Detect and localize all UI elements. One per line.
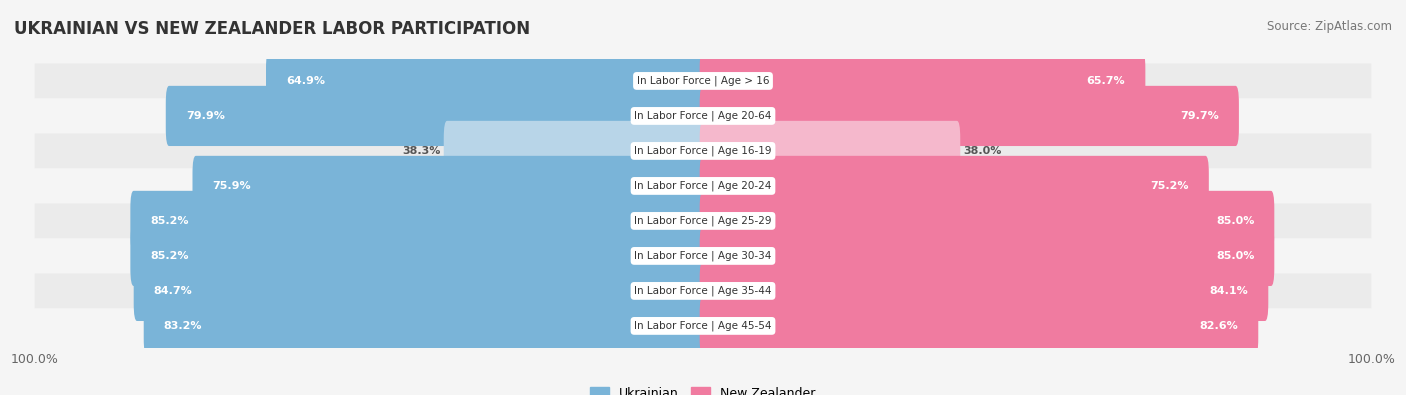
FancyBboxPatch shape <box>35 64 1371 98</box>
FancyBboxPatch shape <box>700 191 1274 251</box>
FancyBboxPatch shape <box>700 51 1146 111</box>
FancyBboxPatch shape <box>266 51 706 111</box>
FancyBboxPatch shape <box>35 134 1371 168</box>
FancyBboxPatch shape <box>193 156 706 216</box>
Text: In Labor Force | Age 20-24: In Labor Force | Age 20-24 <box>634 181 772 191</box>
FancyBboxPatch shape <box>35 98 1371 134</box>
Text: 84.1%: 84.1% <box>1209 286 1249 296</box>
Text: 85.0%: 85.0% <box>1216 216 1254 226</box>
Text: In Labor Force | Age 20-64: In Labor Force | Age 20-64 <box>634 111 772 121</box>
Text: In Labor Force | Age > 16: In Labor Force | Age > 16 <box>637 76 769 86</box>
FancyBboxPatch shape <box>131 191 706 251</box>
Text: 64.9%: 64.9% <box>285 76 325 86</box>
FancyBboxPatch shape <box>35 308 1371 343</box>
FancyBboxPatch shape <box>700 261 1268 321</box>
FancyBboxPatch shape <box>134 261 706 321</box>
Text: In Labor Force | Age 30-34: In Labor Force | Age 30-34 <box>634 251 772 261</box>
FancyBboxPatch shape <box>700 86 1239 146</box>
FancyBboxPatch shape <box>700 226 1274 286</box>
Text: Source: ZipAtlas.com: Source: ZipAtlas.com <box>1267 20 1392 33</box>
FancyBboxPatch shape <box>700 156 1209 216</box>
FancyBboxPatch shape <box>35 239 1371 273</box>
FancyBboxPatch shape <box>700 121 960 181</box>
Text: 65.7%: 65.7% <box>1087 76 1125 86</box>
Text: In Labor Force | Age 25-29: In Labor Force | Age 25-29 <box>634 216 772 226</box>
Text: UKRAINIAN VS NEW ZEALANDER LABOR PARTICIPATION: UKRAINIAN VS NEW ZEALANDER LABOR PARTICI… <box>14 20 530 38</box>
Text: 84.7%: 84.7% <box>153 286 193 296</box>
Text: In Labor Force | Age 35-44: In Labor Force | Age 35-44 <box>634 286 772 296</box>
FancyBboxPatch shape <box>143 296 706 356</box>
Text: 75.2%: 75.2% <box>1150 181 1189 191</box>
FancyBboxPatch shape <box>35 168 1371 203</box>
FancyBboxPatch shape <box>700 296 1258 356</box>
FancyBboxPatch shape <box>444 121 706 181</box>
Text: 79.7%: 79.7% <box>1180 111 1219 121</box>
Text: 38.0%: 38.0% <box>963 146 1002 156</box>
Text: 79.9%: 79.9% <box>186 111 225 121</box>
Text: In Labor Force | Age 16-19: In Labor Force | Age 16-19 <box>634 146 772 156</box>
FancyBboxPatch shape <box>35 203 1371 239</box>
FancyBboxPatch shape <box>35 273 1371 308</box>
Text: 85.0%: 85.0% <box>1216 251 1254 261</box>
Text: 82.6%: 82.6% <box>1199 321 1239 331</box>
Text: 75.9%: 75.9% <box>212 181 252 191</box>
Text: In Labor Force | Age 45-54: In Labor Force | Age 45-54 <box>634 321 772 331</box>
Legend: Ukrainian, New Zealander: Ukrainian, New Zealander <box>585 382 821 395</box>
FancyBboxPatch shape <box>131 226 706 286</box>
FancyBboxPatch shape <box>166 86 706 146</box>
Text: 85.2%: 85.2% <box>150 216 188 226</box>
Text: 83.2%: 83.2% <box>163 321 202 331</box>
Text: 85.2%: 85.2% <box>150 251 188 261</box>
Text: 38.3%: 38.3% <box>402 146 440 156</box>
